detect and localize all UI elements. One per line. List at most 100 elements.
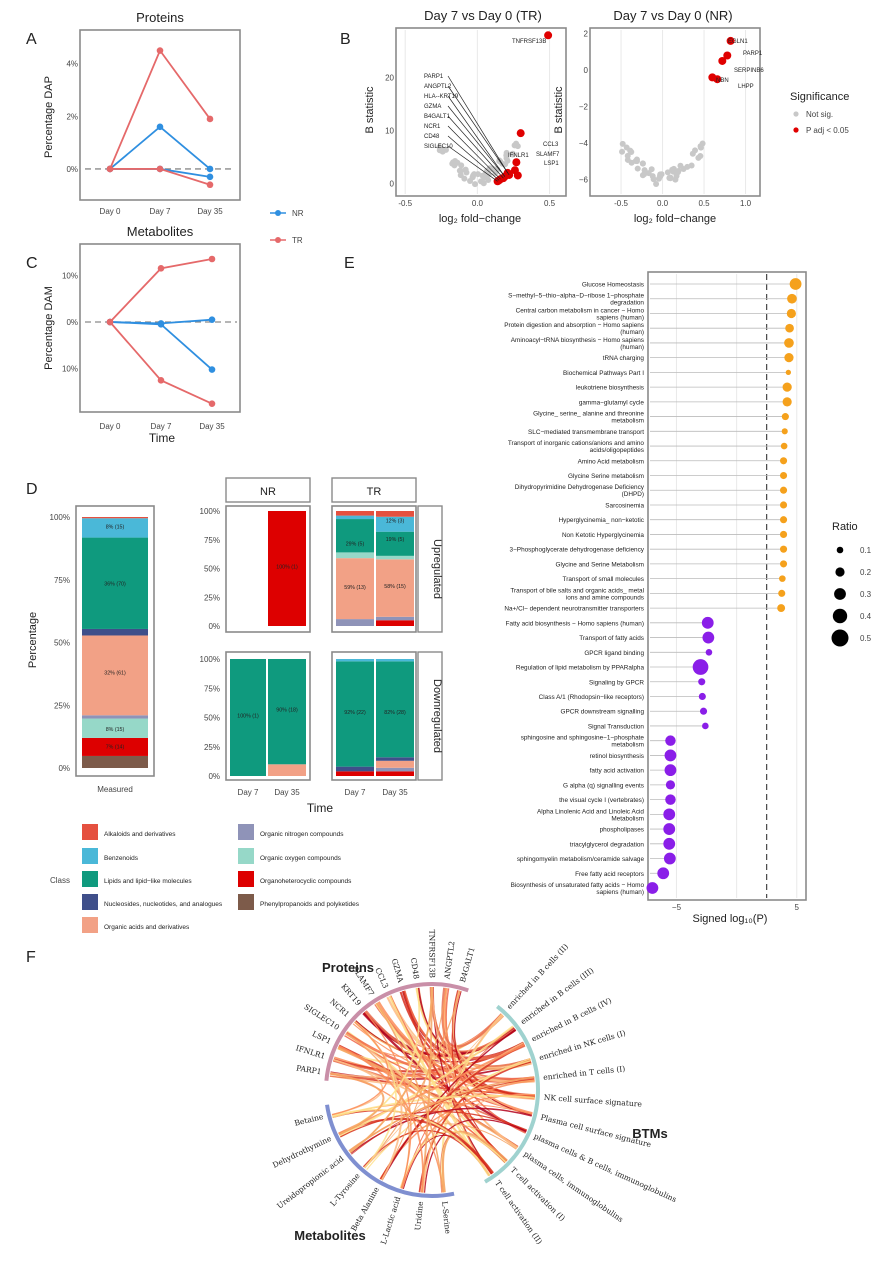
leader-line: [447, 135, 500, 181]
pathway-label: 3−Phosphoglycerate dehydrogenase deficie…: [510, 547, 645, 554]
tr-up-day35-segment-4: [376, 531, 414, 556]
measured-bar-segment-7: [82, 518, 148, 538]
panel-a-plot: Day 0 Day 7 Day 35 0% 2% 4%: [66, 47, 235, 216]
segment-label: 58% (15): [384, 584, 406, 590]
sig-point-lsp1: [513, 171, 522, 180]
measured-bar-segment-1: [82, 737, 148, 756]
data-point-tr: [208, 400, 216, 407]
lollipop-point: [664, 764, 677, 777]
pathway-label: Hyperglycinemia_ non−ketotic: [559, 517, 645, 524]
protein-label: B4GALT1: [458, 946, 477, 983]
panel-d-measured-bar: 0% 25% 50% 75% 100% 8% (15) 36% (70) 32% (61) 8%…: [50, 513, 148, 773]
pathway-label-cont: ions and amine compounds: [566, 594, 644, 601]
pathway-label: Aminoacyl−tRNA biosynthesis − Homo sapie…: [511, 337, 644, 344]
metabolite-protein-link: [338, 1045, 424, 1193]
nonsig-point: [509, 150, 516, 157]
panel-b-left-title: Day 7 vs Day 0 (TR): [424, 8, 542, 23]
lollipop-point: [698, 678, 706, 686]
metabolite-btm-link: [423, 1118, 527, 1193]
ratio-legend-marker: [834, 588, 846, 600]
protein-btm-link: [441, 987, 503, 1048]
tr-up-day35-segment-0: [376, 620, 414, 626]
point-label-right: PARP1: [743, 51, 763, 57]
point-label-tnfrsf13b: TNFRSF13B: [512, 39, 546, 45]
y-tick-label: 0%: [208, 772, 220, 781]
lollipop-point: [657, 867, 670, 880]
point-label-left: PARP1: [424, 74, 444, 80]
data-point-tr: [156, 47, 164, 54]
class-swatch: [82, 894, 98, 910]
protein-label: CD48: [409, 957, 421, 980]
nonsig-point: [477, 178, 484, 185]
facet-nr-up-frame: [225, 505, 311, 633]
tr-down-day7-segment-0: [336, 771, 374, 776]
metabolite-label: L-Tyrosine: [328, 1171, 362, 1208]
panel-b-left-frame: [395, 27, 567, 197]
pathway-label: Central carbon metabolism in cancer − Ho…: [516, 307, 645, 314]
panel-d-measured-frame: [75, 505, 155, 777]
y-tick-label: 25%: [204, 743, 220, 752]
data-point-nr: [206, 173, 214, 181]
panel-label-c: C: [26, 255, 38, 272]
leader-line: [447, 105, 506, 177]
sig-point-parp1: [723, 51, 732, 60]
pathway-label: Biochemical Pathways Part I: [563, 370, 644, 377]
sig-point-ifnlr1: [516, 129, 525, 138]
pathway-label: Glycine Serine metabolism: [568, 473, 644, 480]
btms-arc: [483, 1004, 540, 1184]
btm-label: enriched in B cells (II): [505, 942, 570, 1011]
x-tick-label: 1.0: [740, 199, 752, 208]
lollipop-point: [779, 486, 788, 494]
panel-a-ylabel: Percentage DAP: [43, 76, 55, 158]
pathway-label-cont: metabolism: [611, 742, 644, 749]
nonsig-point: [667, 174, 674, 181]
lollipop-point: [779, 471, 788, 480]
lollipop-point: [789, 278, 802, 290]
nonsig-point: [639, 160, 646, 167]
pathway-label: G alpha (q) signalling events: [563, 782, 644, 789]
tr-down-day7-segment-3: [336, 659, 374, 662]
series-line-tr-2: [109, 48, 211, 170]
lollipop-point: [780, 442, 788, 450]
pathway-label: tRNA charging: [603, 355, 645, 362]
metabolite-label: Uridine: [413, 1200, 425, 1230]
nonsig-point: [463, 169, 470, 176]
nonsig-point: [680, 166, 687, 173]
y-tick-label: 0%: [208, 622, 220, 631]
metabolite-btm-link: [340, 1111, 528, 1138]
panel-b-right-frame: [589, 27, 761, 197]
class-legend-label: Nucleosides, nucleotides, and analogues: [104, 901, 223, 908]
leader-line: [447, 115, 504, 179]
nonsig-point: [492, 168, 499, 175]
sig-point-egln1: [726, 36, 735, 45]
legend-tr-marker: [275, 237, 281, 243]
panel-e-xlabel: Signed log₁₀(P): [693, 913, 768, 925]
pathway-label: sphingomyelin metabolism/ceramide salvag…: [517, 856, 645, 863]
data-point-tr: [156, 165, 164, 173]
class-legend: Alkaloids and derivatives Benzenoids Lipid…: [82, 824, 360, 933]
y-tick-label: 10: [385, 127, 394, 136]
class-swatch: [82, 824, 98, 840]
x-tick-label: −5: [672, 903, 682, 912]
pathway-label: Alpha Linolenic Acid and Linoleic Acid: [537, 808, 644, 815]
facet-label-nr: NR: [260, 486, 276, 498]
nonsig-point: [514, 143, 521, 150]
lollipop-point: [698, 692, 706, 701]
pathway-label: Signal Transduction: [588, 723, 645, 730]
metabolite-label: Betaine: [293, 1112, 324, 1128]
tr-up-day7-segment-3: [336, 519, 374, 553]
y-tick-label: −2: [579, 103, 589, 112]
ratio-legend-marker: [835, 567, 845, 577]
panel-label-f: F: [26, 949, 36, 966]
y-tick-label: 0: [584, 66, 589, 75]
segment-label: 100% (1): [276, 565, 298, 571]
pathway-label: Regulation of lipid metabolism by PPARal…: [516, 665, 645, 672]
measured-bar-segment-0: [82, 755, 148, 768]
protein-label: NCR1: [328, 997, 351, 1019]
nonsig-point: [633, 156, 640, 163]
measured-bar-segment-2: [82, 718, 148, 738]
pathway-label: sphingosine and sphingosine−1−phosphate: [521, 735, 645, 742]
class-legend-label: Organic oxygen compounds: [260, 855, 342, 862]
class-swatch: [238, 894, 254, 910]
protein-label: LSP1: [311, 1029, 333, 1046]
